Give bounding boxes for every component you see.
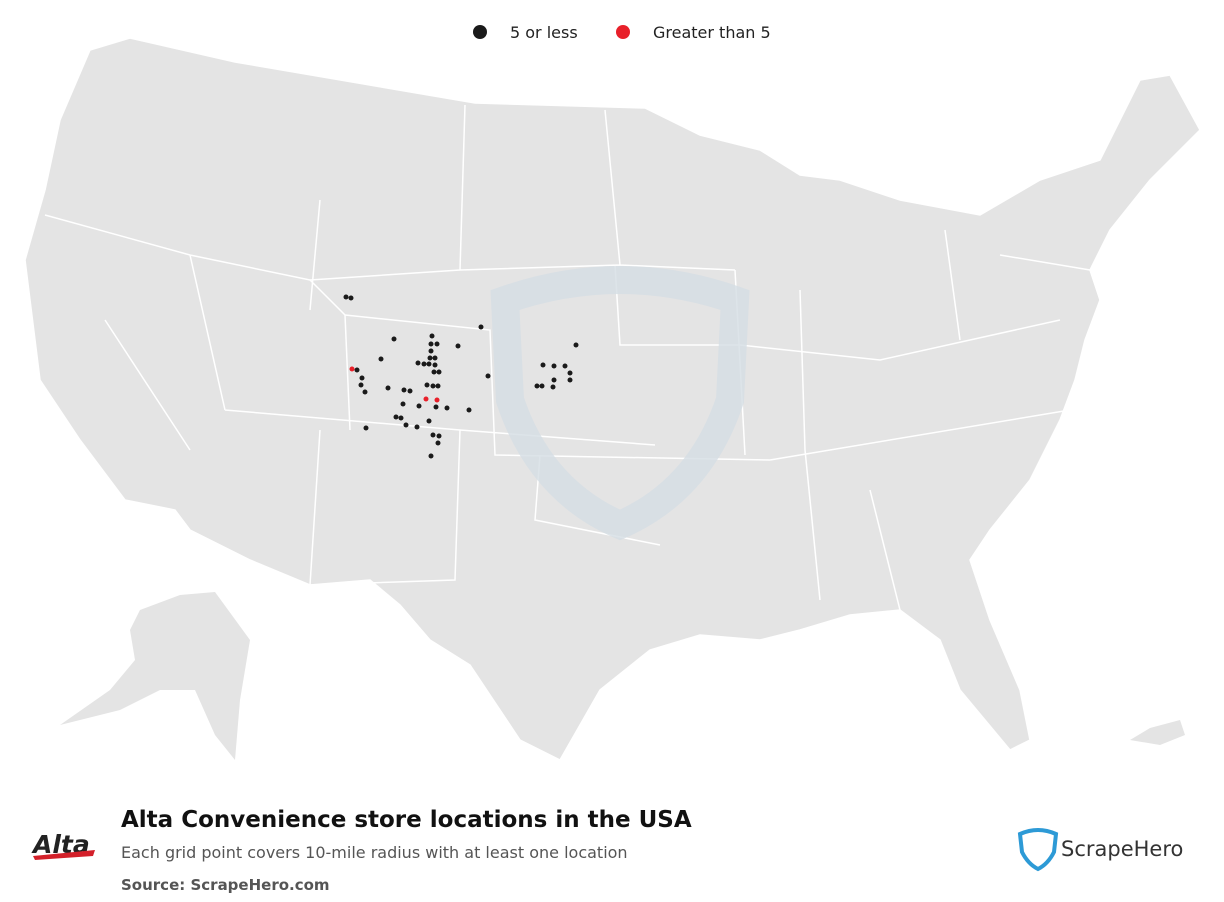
alaska xyxy=(60,592,250,760)
legend-marker xyxy=(616,25,630,39)
source: Source: ScrapeHero.com xyxy=(121,876,330,894)
title: Alta Convenience store locations in the … xyxy=(121,807,692,833)
brand-icon xyxy=(1017,828,1059,872)
logo-swoosh xyxy=(33,850,95,860)
hawaii xyxy=(1130,720,1185,745)
legend-label: Greater than 5 xyxy=(653,23,771,42)
watermark xyxy=(490,266,750,541)
legend-label: 5 or less xyxy=(510,23,578,42)
subtitle: Each grid point covers 10-mile radius wi… xyxy=(121,843,628,862)
legend-marker xyxy=(473,25,487,39)
brand-name: ScrapeHero xyxy=(1061,837,1183,861)
location-points xyxy=(343,294,579,459)
location-points-high xyxy=(349,366,440,403)
